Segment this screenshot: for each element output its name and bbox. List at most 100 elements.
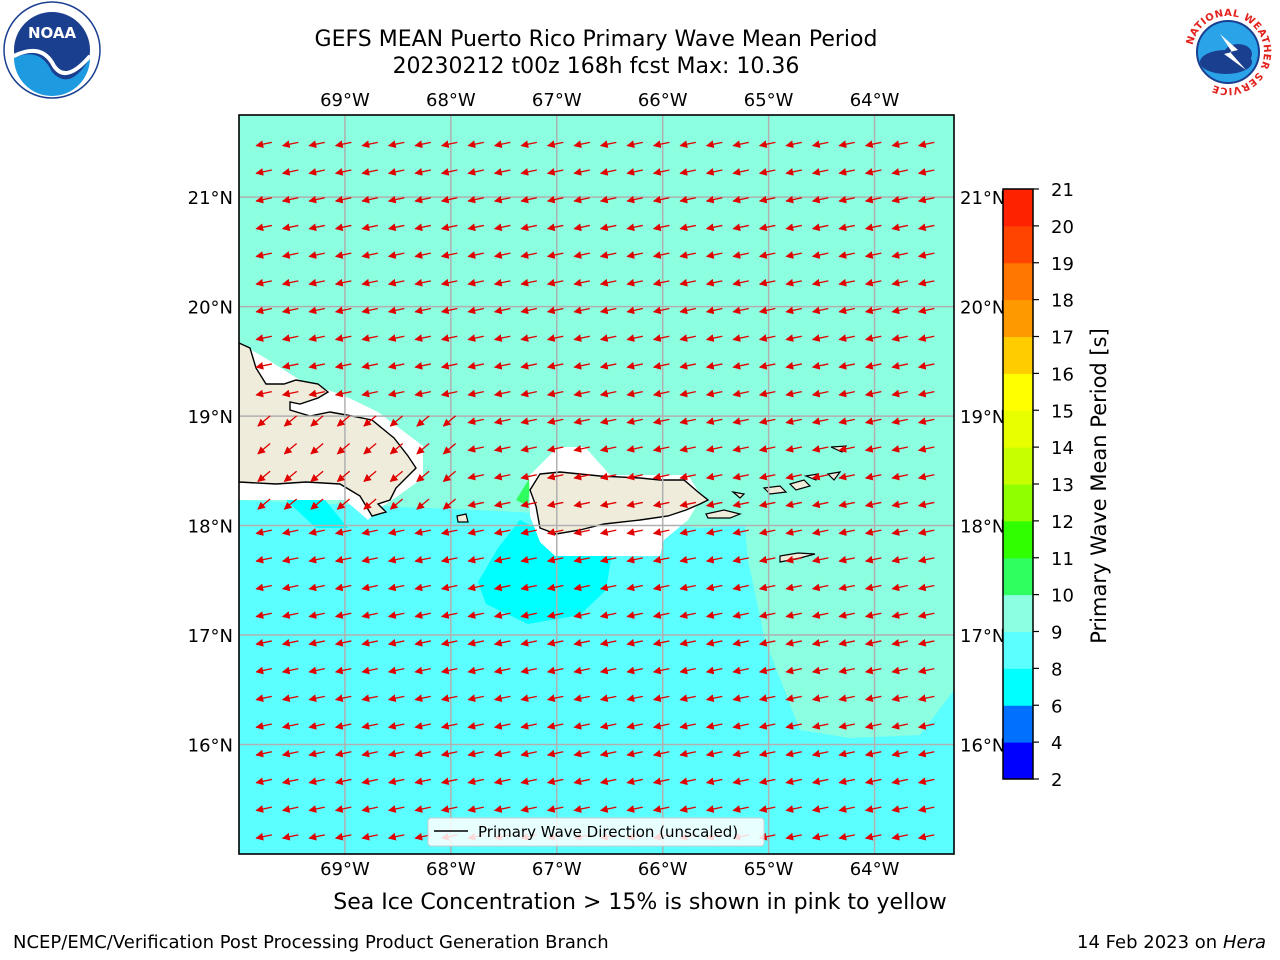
lon-tick-label-bottom: 68°W (426, 859, 476, 880)
wave-vector (732, 472, 749, 481)
wave-vector (387, 278, 405, 287)
lat-tick-label-right: 18°N (960, 517, 1005, 538)
wave-vector (440, 278, 458, 287)
wave-vector (785, 500, 802, 509)
wave-vector (891, 251, 908, 259)
wave-vector (864, 638, 882, 647)
wave-vector (705, 361, 723, 370)
wave-vector (387, 306, 405, 315)
wave-vector (467, 805, 484, 813)
wave-vector (334, 805, 352, 813)
land-puerto-rico (529, 471, 710, 535)
wave-vector (917, 555, 935, 564)
wave-vector (493, 500, 511, 509)
wave-vector (467, 749, 484, 758)
wave-vector (705, 638, 723, 647)
wave-vector (599, 417, 617, 426)
wave-vector (336, 415, 351, 427)
map-gridlines (239, 115, 954, 854)
wave-vector (679, 611, 696, 619)
wave-vector (652, 251, 670, 259)
wave-vector (255, 334, 272, 342)
wave-vector (732, 694, 749, 703)
wave-vector (520, 555, 537, 564)
colorbar-segment (1003, 373, 1033, 411)
wave-vector (891, 832, 908, 841)
wave-vector (679, 666, 696, 675)
wave-vector (361, 777, 378, 786)
wave-vector (334, 638, 352, 647)
wave-vector (493, 555, 511, 564)
wave-vector (308, 611, 325, 619)
wave-vector (387, 140, 405, 149)
wave-vector (493, 805, 511, 813)
wave-vector (281, 777, 299, 786)
wave-vector (440, 361, 458, 370)
wave-vector (679, 251, 696, 259)
wave-vector (361, 555, 378, 564)
wave-vector (440, 528, 458, 536)
wave-vector (626, 223, 643, 232)
wave-vector (891, 500, 908, 509)
wave-vector (705, 611, 723, 619)
wave-vector (758, 777, 776, 786)
wave-vector (336, 498, 351, 510)
wave-vector (255, 528, 272, 536)
colorbar-segment (1003, 520, 1033, 559)
wave-vector (679, 389, 696, 398)
wave-vector (281, 666, 299, 675)
wave-vector (626, 361, 643, 370)
wave-vector (414, 389, 431, 398)
wave-vector (891, 168, 908, 176)
wave-vector (334, 334, 352, 342)
wave-vector (361, 140, 378, 149)
wave-vector (601, 863, 617, 866)
wave-vector (546, 361, 564, 370)
wave-vector (255, 140, 272, 149)
noaa-logo-text: NOAA (28, 24, 77, 42)
wave-vector (255, 555, 272, 564)
wave-vector (467, 666, 484, 675)
wave-vector (334, 555, 352, 564)
wave-vector (838, 223, 855, 232)
wave-vector (705, 694, 723, 703)
wave-vector (652, 417, 670, 426)
wave-vector (652, 638, 670, 647)
wave-vector (334, 722, 352, 730)
lon-tick-label-bottom: 67°W (532, 859, 582, 880)
wave-vector (414, 638, 431, 647)
wave-vector (334, 528, 352, 536)
wave-vector (626, 583, 643, 592)
wave-vector (732, 306, 749, 315)
wave-vector (520, 722, 537, 730)
wave-vector (336, 443, 351, 455)
wave-vector (414, 278, 431, 287)
wave-vector (785, 251, 802, 259)
wave-vector (546, 168, 564, 176)
wave-vector (361, 223, 378, 232)
wave-vector (917, 195, 935, 204)
wave-vector (467, 694, 484, 703)
wave-vector (256, 863, 272, 866)
wave-vector (414, 555, 431, 564)
wave-vector (864, 555, 882, 564)
wave-vector (308, 666, 325, 675)
wave-vector (679, 528, 696, 536)
wave-vector (864, 334, 882, 342)
map-frame (238, 114, 955, 855)
colorbar-segment (1003, 336, 1033, 374)
wave-vector (599, 472, 617, 481)
wave-vector (546, 445, 564, 453)
wave-vector (493, 223, 511, 232)
wave-vector (705, 334, 723, 342)
land-culebra (730, 491, 746, 499)
wave-vector (652, 140, 670, 149)
wave-vector (363, 415, 377, 427)
wave-vector (758, 334, 776, 342)
wave-vector (626, 417, 643, 426)
wave-vector (599, 334, 617, 342)
wave-vector (573, 278, 590, 287)
colorbar-segment (1003, 742, 1033, 780)
wave-vector (361, 832, 378, 841)
wave-vector (546, 251, 564, 259)
